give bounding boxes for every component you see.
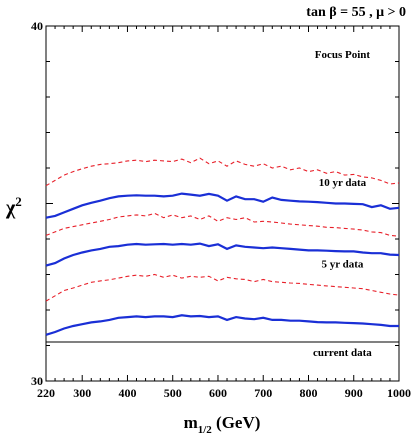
annotation-label: 10 yr data <box>319 177 367 189</box>
x-axis-label-sub: 1/2 <box>198 424 213 436</box>
x-axis-label-unit: (GeV) <box>212 413 261 432</box>
y-tick-label: 30 <box>31 374 43 388</box>
series-line-0 <box>45 157 400 187</box>
chart-title: tan β = 55 , μ > 0 <box>306 5 406 20</box>
annotation-layer: Focus Point 10 yr data 5 yr data current da… <box>313 49 372 359</box>
x-tick-label: 300 <box>73 386 91 400</box>
x-tick-label: 1000 <box>387 386 411 400</box>
series-line-3 <box>45 242 400 267</box>
x-axis-label: m1/2 (GeV) <box>184 413 261 436</box>
y-axis-label: χ2 <box>5 194 22 219</box>
series-line-5 <box>45 314 399 336</box>
x-tick-label: 800 <box>299 386 317 400</box>
x-tick-label: 400 <box>118 386 136 400</box>
series-layer <box>45 157 400 343</box>
series-line-1 <box>45 192 400 219</box>
x-tick-label: 600 <box>209 386 227 400</box>
ticks-layer: 220 300 400 500 600 700 800 900 1000 30 40 <box>31 19 411 400</box>
x-tick-label: 700 <box>254 386 272 400</box>
annotation-label: 5 yr data <box>321 258 363 270</box>
y-tick-label: 40 <box>31 19 43 33</box>
y-axis-label-main: χ <box>5 197 16 219</box>
x-tick-label: 220 <box>37 386 55 400</box>
y-axis-label-sup: 2 <box>15 194 22 209</box>
annotation-label: Focus Point <box>315 49 371 61</box>
series-line-2 <box>45 212 400 237</box>
x-tick-label: 500 <box>164 386 182 400</box>
series-line-4 <box>45 273 400 302</box>
x-axis-label-main: m <box>184 413 198 432</box>
annotation-label: current data <box>313 347 372 359</box>
x-tick-label: 900 <box>345 386 363 400</box>
